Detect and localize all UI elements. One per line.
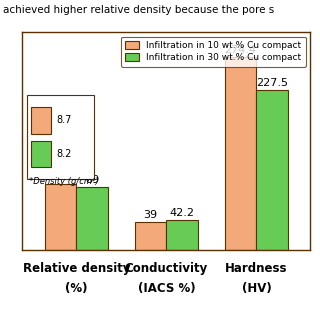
- Text: 39: 39: [144, 210, 158, 220]
- Text: 8.7: 8.7: [57, 116, 72, 125]
- Text: achieved higher relative density because the pore s: achieved higher relative density because…: [3, 5, 275, 15]
- Text: 227.5: 227.5: [256, 78, 288, 88]
- Text: 8.2: 8.2: [57, 149, 72, 159]
- Bar: [225, 57, 256, 250]
- Text: Hardness: Hardness: [225, 262, 288, 276]
- Text: Relative density: Relative density: [23, 262, 130, 276]
- Text: 94: 94: [53, 172, 68, 181]
- Bar: [45, 184, 76, 250]
- FancyBboxPatch shape: [27, 95, 94, 180]
- Bar: [256, 90, 288, 250]
- Text: 42.2: 42.2: [170, 208, 195, 218]
- Text: 89: 89: [85, 175, 99, 185]
- Bar: [135, 222, 166, 250]
- Bar: [76, 187, 108, 250]
- Text: (IACS %): (IACS %): [138, 282, 195, 295]
- FancyBboxPatch shape: [31, 141, 51, 167]
- Text: *Density (g/cm²): *Density (g/cm²): [29, 177, 98, 186]
- Text: 274.4: 274.4: [225, 45, 257, 55]
- FancyBboxPatch shape: [31, 107, 51, 134]
- Bar: [166, 220, 198, 250]
- Text: (HV): (HV): [242, 282, 271, 295]
- Text: Conductivity: Conductivity: [125, 262, 208, 276]
- Text: (%): (%): [65, 282, 88, 295]
- Legend: Infiltration in 10 wt.% Cu compact, Infiltration in 30 wt.% Cu compact: Infiltration in 10 wt.% Cu compact, Infi…: [121, 36, 306, 67]
